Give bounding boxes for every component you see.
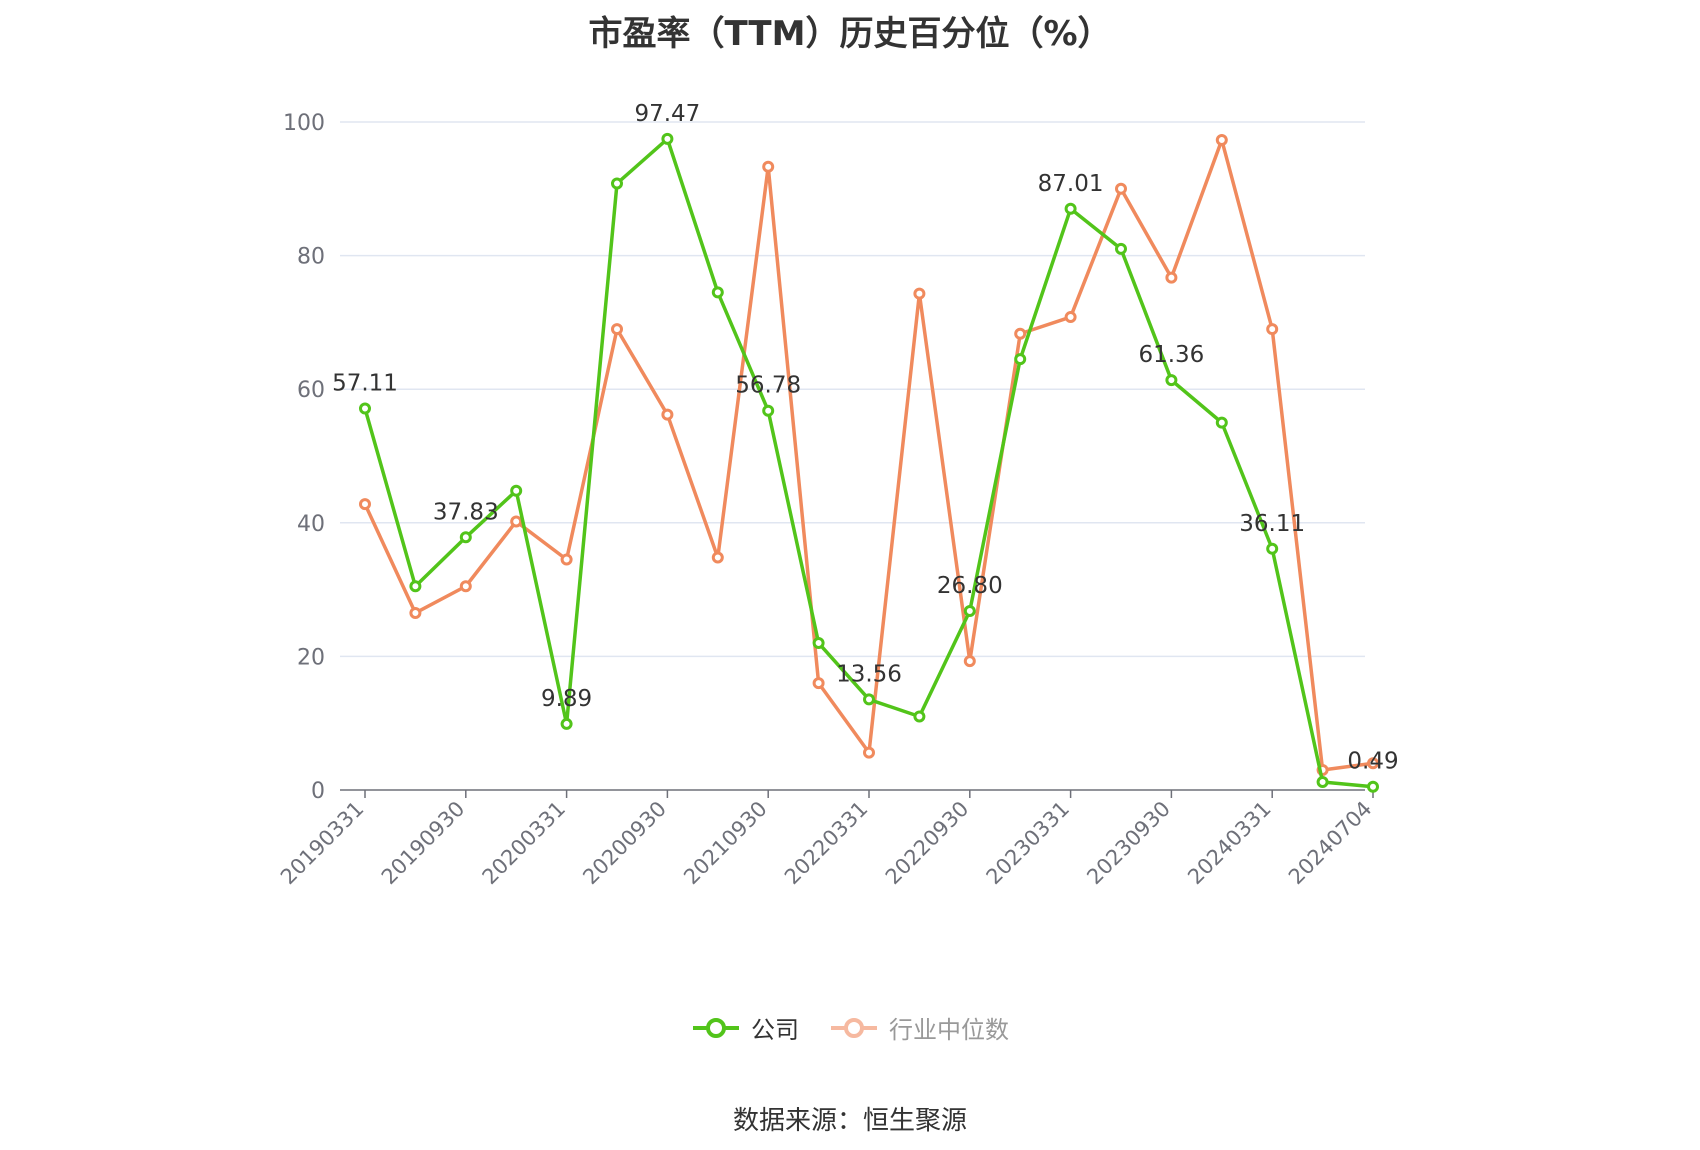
x-tick-label: 20240331 xyxy=(1183,797,1276,890)
x-tick-label: 20210930 xyxy=(679,797,772,890)
y-tick-label: 60 xyxy=(297,378,325,403)
data-point[interactable] xyxy=(1115,242,1127,255)
data-point[interactable] xyxy=(913,710,926,723)
data-point[interactable] xyxy=(1266,323,1279,336)
data-label: 36.11 xyxy=(1239,511,1305,537)
data-labels: 57.11 37.83 9.89 97.47 56.78 13.56 26.80 87.01 6… xyxy=(332,101,1399,775)
data-label: 56.78 xyxy=(735,373,801,399)
x-tick-label: 20230930 xyxy=(1082,797,1175,890)
data-point[interactable] xyxy=(711,551,724,564)
data-point[interactable] xyxy=(1367,780,1379,793)
x-tick-label: 20200331 xyxy=(478,797,571,890)
legend-company-label: 公司 xyxy=(751,1016,799,1044)
data-point[interactable] xyxy=(459,580,472,593)
x-tick-label: 20220930 xyxy=(881,797,974,890)
data-label: 26.80 xyxy=(937,573,1003,599)
legend-industry-marker-icon xyxy=(831,1017,877,1038)
data-point[interactable] xyxy=(1367,757,1379,770)
x-tick-label: 20200930 xyxy=(578,797,671,890)
data-point[interactable] xyxy=(1014,327,1027,340)
grid-lines xyxy=(340,121,1365,658)
data-point[interactable] xyxy=(611,177,623,190)
legend-industry-label: 行业中位数 xyxy=(889,1016,1009,1044)
data-point[interactable] xyxy=(812,637,825,650)
legend-item-company[interactable]: 公司 xyxy=(691,1010,799,1045)
y-tick-label: 0 xyxy=(311,779,325,804)
data-point[interactable] xyxy=(1064,202,1077,215)
data-point[interactable] xyxy=(611,323,623,336)
data-point[interactable] xyxy=(1215,416,1228,429)
data-label: 61.36 xyxy=(1138,342,1204,368)
data-point[interactable] xyxy=(913,287,926,300)
data-label: 0.49 xyxy=(1347,749,1398,775)
data-point[interactable] xyxy=(359,402,371,415)
x-tick-label: 20230331 xyxy=(982,797,1075,890)
data-point[interactable] xyxy=(1316,775,1329,788)
data-point[interactable] xyxy=(1165,271,1178,284)
data-label: 57.11 xyxy=(332,371,398,397)
data-point[interactable] xyxy=(661,408,674,421)
x-tick-label: 20190331 xyxy=(276,797,369,890)
data-point[interactable] xyxy=(963,655,976,668)
y-tick-label: 20 xyxy=(297,645,325,670)
data-point[interactable] xyxy=(409,606,422,619)
y-tick-label: 100 xyxy=(283,111,325,136)
x-tick-label: 20240704 xyxy=(1284,797,1377,890)
data-point[interactable] xyxy=(1115,182,1127,195)
legend: 公司 行业中位数 xyxy=(0,1010,1700,1045)
data-point[interactable] xyxy=(863,746,875,759)
data-point[interactable] xyxy=(359,498,371,511)
data-point[interactable] xyxy=(661,132,674,145)
data-point[interactable] xyxy=(510,484,523,497)
legend-item-industry[interactable]: 行业中位数 xyxy=(829,1010,1009,1045)
series xyxy=(359,132,1379,793)
data-point[interactable] xyxy=(560,553,573,566)
y-tick-label: 40 xyxy=(297,512,325,537)
data-point[interactable] xyxy=(963,604,976,617)
data-point[interactable] xyxy=(510,515,523,528)
data-point[interactable] xyxy=(459,531,472,544)
data-label: 37.83 xyxy=(433,499,499,525)
data-point[interactable] xyxy=(762,404,775,417)
source-note: 数据来源：恒生聚源 xyxy=(732,1106,967,1136)
data-label: 9.89 xyxy=(541,686,592,712)
chart-title: 市盈率（TTM）历史百分位（%） xyxy=(588,14,1112,54)
data-point[interactable] xyxy=(1215,134,1228,147)
series-line-0 xyxy=(363,137,1374,789)
data-point[interactable] xyxy=(711,286,724,299)
data-point[interactable] xyxy=(762,160,775,173)
data-point[interactable] xyxy=(560,717,573,730)
y-tick-label: 80 xyxy=(297,245,325,270)
data-point[interactable] xyxy=(812,677,825,690)
data-point[interactable] xyxy=(1266,542,1279,555)
data-point[interactable] xyxy=(1014,353,1027,366)
data-point[interactable] xyxy=(863,693,875,706)
data-point[interactable] xyxy=(1165,374,1178,387)
x-tick-label: 20220331 xyxy=(780,797,873,890)
data-point[interactable] xyxy=(409,580,422,593)
data-label: 13.56 xyxy=(836,661,902,687)
legend-company-marker-icon xyxy=(693,1017,739,1038)
x-tick-label: 20190930 xyxy=(377,797,470,890)
data-label: 87.01 xyxy=(1038,171,1104,197)
data-label: 97.47 xyxy=(634,101,700,127)
data-point[interactable] xyxy=(1064,311,1077,324)
